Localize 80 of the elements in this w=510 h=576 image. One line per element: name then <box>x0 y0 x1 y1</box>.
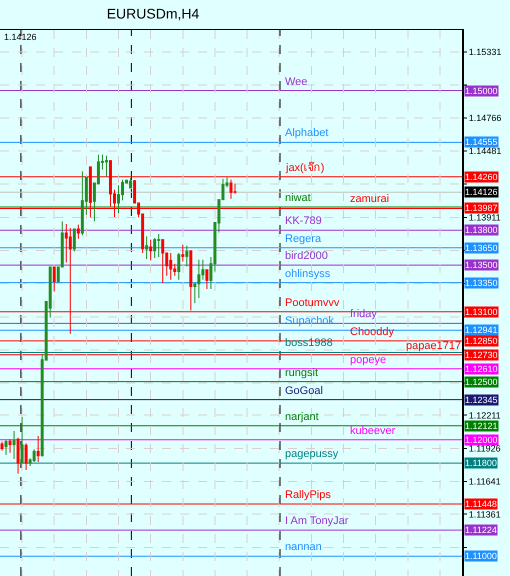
candlestick <box>12 430 16 460</box>
ref-line-label: 1.12500 <box>465 377 498 387</box>
ref-line-label: 1.12345 <box>465 395 498 405</box>
annotation: nannan <box>285 541 322 553</box>
y-tick-label: 1.14481 <box>468 146 502 156</box>
candlestick <box>145 236 148 260</box>
annotation: niwat <box>285 192 311 204</box>
y-tick-label: 1.11361 <box>468 509 501 520</box>
candlestick <box>0 441 4 452</box>
ref-line-label: 1.12941 <box>465 325 498 335</box>
candlestick <box>161 239 164 284</box>
candlestick <box>16 437 20 474</box>
candlestick <box>36 435 40 463</box>
ref-line-label: 1.14260 <box>465 172 498 182</box>
annotation: KK-789 <box>285 215 322 227</box>
candlestick <box>4 439 8 456</box>
candlestick <box>230 179 232 200</box>
candlestick <box>157 233 160 258</box>
annotation: 1.14126 <box>4 32 37 42</box>
annotation: zamurai <box>350 193 390 205</box>
annotation: Regera <box>285 233 322 245</box>
annotation: jax(เจ๊ก) <box>285 161 324 174</box>
annotation: popeye <box>350 354 386 366</box>
annotation: papae1717 <box>406 340 462 352</box>
candlestick <box>52 266 56 292</box>
annotation: ohlinsyss <box>285 268 331 280</box>
annotation: narjant <box>285 411 319 423</box>
ref-line-label: 1.14126 <box>465 187 498 197</box>
annotation: rungsit <box>285 367 318 379</box>
ref-line-label: 1.12850 <box>465 336 498 346</box>
y-tick-label: 1.11926 <box>468 444 501 454</box>
candlestick <box>169 252 172 280</box>
candlestick <box>149 239 152 261</box>
candlestick <box>234 183 236 194</box>
annotation: bird2000 <box>285 250 328 262</box>
ref-line-label: 1.15000 <box>465 86 498 96</box>
ref-line-label: 1.11800 <box>465 458 497 468</box>
ref-line-label: 1.13650 <box>465 243 498 253</box>
y-tick-label: 1.14766 <box>468 112 502 123</box>
candlestick <box>8 438 12 454</box>
annotation: I Am TonyJar <box>285 515 349 527</box>
ref-line-label: 1.14555 <box>465 137 498 147</box>
chart-title: EURUSDm,H4 <box>106 5 200 22</box>
candlestick <box>185 245 188 267</box>
candlestick <box>181 244 184 262</box>
ref-line-label: 1.13500 <box>465 260 498 270</box>
candlestick <box>177 252 180 280</box>
candlestick <box>104 155 108 177</box>
ref-line-label: 1.11000 <box>465 551 497 561</box>
ref-line-label: 1.12610 <box>465 364 498 374</box>
candlestick <box>129 177 132 188</box>
annotation: Alphabet <box>285 127 328 139</box>
candlestick <box>72 228 76 252</box>
ref-line-label: 1.12730 <box>465 350 498 360</box>
candlestick <box>205 269 208 290</box>
annotation: Pootumvvv <box>285 297 340 309</box>
y-tick-label: 1.15331 <box>468 47 502 58</box>
ref-line-label: 1.13987 <box>465 203 498 213</box>
ref-line-label: 1.13100 <box>465 307 498 317</box>
candlestick <box>24 442 28 470</box>
y-tick-label: 1.11641 <box>468 476 501 487</box>
candlestick <box>76 224 80 240</box>
annotation: kubeever <box>350 425 396 437</box>
annotation: GoGoal <box>285 385 323 397</box>
candlestick <box>20 416 24 464</box>
candlestick <box>80 170 84 236</box>
ref-line-label: 1.12121 <box>465 421 498 431</box>
ref-line-label: 1.11224 <box>465 525 497 535</box>
annotation: pagepussy <box>285 448 339 460</box>
ref-line-label: 1.13800 <box>465 225 498 235</box>
candlestick <box>32 448 36 463</box>
ref-line-label: 1.11448 <box>465 499 497 509</box>
annotation: RallyPips <box>285 489 332 501</box>
annotation: Wee <box>285 76 308 88</box>
candlestick <box>153 238 156 259</box>
candlestick <box>197 259 200 299</box>
y-tick-label: 1.12211 <box>468 410 501 420</box>
ref-line-label: 1.13350 <box>465 278 498 288</box>
y-tick-label: 1.13911 <box>468 212 501 222</box>
ref-line-label: 1.12000 <box>465 435 498 445</box>
